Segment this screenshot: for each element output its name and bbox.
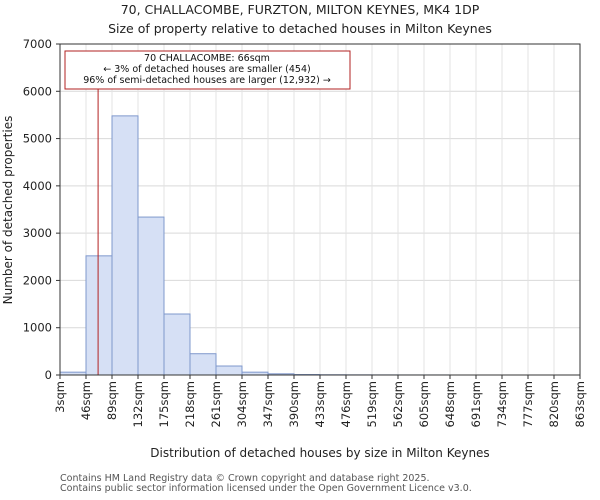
x-tick-label-9: 390sqm bbox=[287, 381, 301, 427]
x-tick-label-19: 820sqm bbox=[547, 381, 561, 427]
x-tick-label-2: 89sqm bbox=[105, 381, 119, 420]
annotation-line-3: 96% of semi-detached houses are larger (… bbox=[83, 75, 331, 86]
x-axis-label: Distribution of detached houses by size … bbox=[150, 446, 489, 460]
y-axis-label: Number of detached properties bbox=[1, 116, 15, 305]
y-tick-label-6: 6000 bbox=[23, 84, 52, 98]
x-tick-label-3: 132sqm bbox=[131, 381, 145, 427]
bar-132sqm bbox=[137, 216, 165, 376]
chart-title: 70, CHALLACOMBE, FURZTON, MILTON KEYNES,… bbox=[121, 2, 480, 17]
bar-46sqm bbox=[85, 255, 113, 376]
bar-218sqm bbox=[189, 353, 217, 376]
y-tick-label-1: 1000 bbox=[23, 321, 52, 335]
y-tick-label-0: 0 bbox=[45, 368, 52, 382]
x-tick-label-13: 562sqm bbox=[391, 381, 405, 427]
footer-line-2: Contains public sector information licen… bbox=[60, 483, 472, 494]
x-tick-label-16: 691sqm bbox=[469, 381, 483, 427]
x-tick-label-20: 863sqm bbox=[573, 381, 587, 427]
x-tick-label-14: 605sqm bbox=[417, 381, 431, 427]
y-tick-label-2: 2000 bbox=[23, 273, 52, 287]
annotation-line-1: 70 CHALLACOMBE: 66sqm bbox=[144, 53, 270, 64]
x-tick-label-0: 3sqm bbox=[53, 381, 67, 413]
annotation-line-2: ← 3% of detached houses are smaller (454… bbox=[103, 64, 310, 75]
y-tick-label-3: 3000 bbox=[23, 226, 52, 240]
x-tick-label-4: 175sqm bbox=[157, 381, 171, 427]
bar-175sqm bbox=[163, 313, 191, 376]
bars bbox=[59, 115, 451, 376]
bar-89sqm bbox=[111, 115, 139, 376]
x-tick-label-1: 46sqm bbox=[79, 381, 93, 420]
y-tick-label-7: 7000 bbox=[23, 37, 52, 51]
annotation-border bbox=[64, 50, 351, 90]
x-tick-label-6: 261sqm bbox=[209, 381, 223, 427]
x-ticks: 3sqm 46sqm 89sqm 132sqm 175sqm 218sqm 261sqm 30… bbox=[53, 375, 587, 427]
y-tick-label-5: 5000 bbox=[23, 132, 52, 146]
annotation-box: 70 CHALLACOMBE: 66sqm ← 3% of detached h… bbox=[64, 50, 351, 90]
x-tick-label-15: 648sqm bbox=[443, 381, 457, 427]
y-ticks: 0 1000 2000 3000 4000 5000 6000 7000 bbox=[23, 37, 60, 382]
x-tick-label-10: 433sqm bbox=[313, 381, 327, 427]
x-tick-label-11: 476sqm bbox=[339, 381, 353, 427]
x-tick-label-8: 347sqm bbox=[261, 381, 275, 427]
x-tick-label-5: 218sqm bbox=[183, 381, 197, 427]
bar-261sqm bbox=[215, 365, 243, 376]
x-tick-label-18: 777sqm bbox=[521, 381, 535, 427]
x-tick-label-17: 734sqm bbox=[495, 381, 509, 427]
footer-line-1: Contains HM Land Registry data © Crown c… bbox=[60, 473, 430, 484]
x-tick-label-7: 304sqm bbox=[235, 381, 249, 427]
y-tick-label-4: 4000 bbox=[23, 179, 52, 193]
x-tick-label-12: 519sqm bbox=[365, 381, 379, 427]
chart-subtitle: Size of property relative to detached ho… bbox=[108, 21, 492, 36]
